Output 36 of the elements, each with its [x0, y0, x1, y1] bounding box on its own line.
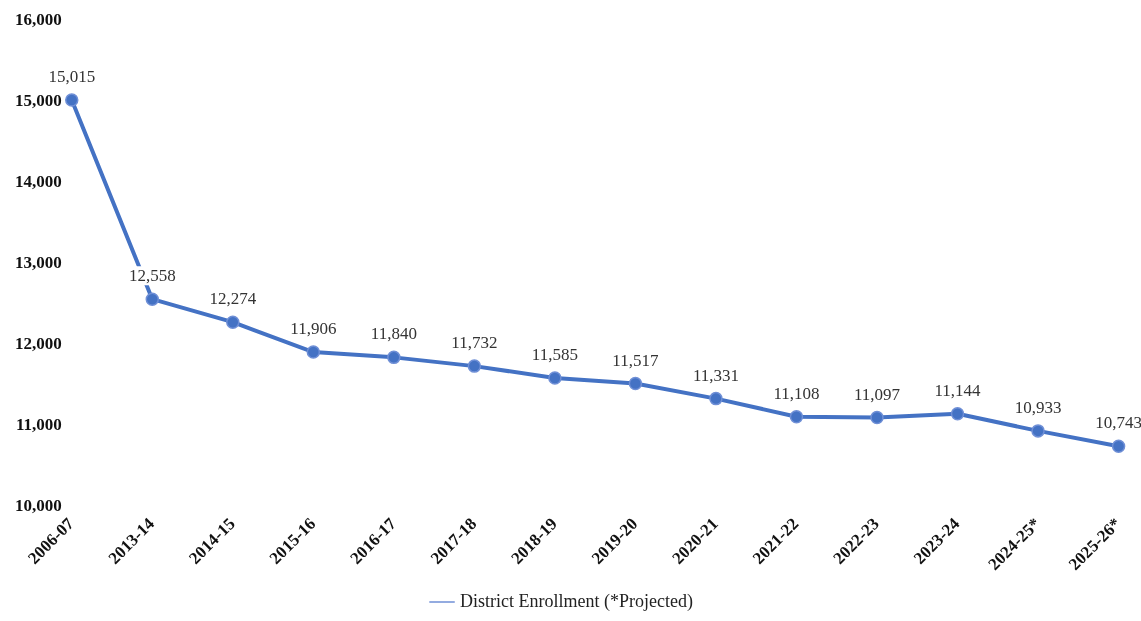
point [789, 409, 804, 424]
point [65, 93, 79, 107]
point [467, 359, 482, 373]
data-label: 10,933 [1014, 397, 1062, 417]
data-label: 11,906 [290, 318, 337, 338]
data-label: 11,331 [692, 365, 740, 385]
y-tick-label: 13,000 [15, 252, 62, 272]
y-tick-label: 16,000 [15, 9, 62, 29]
data-label: 11,840 [370, 324, 417, 344]
data-label: 11,585 [531, 345, 578, 364]
point [1031, 424, 1045, 438]
data-label: 11,097 [853, 384, 901, 404]
point [387, 350, 401, 365]
y-tick-label: 14,000 [15, 171, 62, 191]
point [226, 315, 240, 329]
data-label: 11,517 [612, 350, 659, 370]
point [950, 407, 965, 421]
data-label: 11,144 [934, 380, 982, 400]
point [628, 376, 643, 391]
data-label: 12,274 [209, 289, 257, 309]
y-tick-label: 12,000 [15, 333, 62, 353]
data-label: 12,558 [128, 266, 176, 286]
data-label: 15,015 [48, 67, 96, 86]
data-label: 11,108 [773, 383, 820, 403]
legend-label: District Enrollment (*Projected) [460, 590, 693, 612]
point [1111, 439, 1126, 454]
point [145, 292, 160, 306]
y-tick-label: 15,000 [15, 90, 62, 110]
point [548, 371, 562, 385]
y-tick-label: 11,000 [15, 414, 62, 434]
y-tick-label: 10,000 [15, 495, 62, 515]
data-label: 10,743 [1095, 413, 1141, 433]
point [306, 345, 321, 359]
point [870, 410, 884, 425]
point [709, 391, 723, 406]
data-label: 11,732 [451, 333, 498, 353]
